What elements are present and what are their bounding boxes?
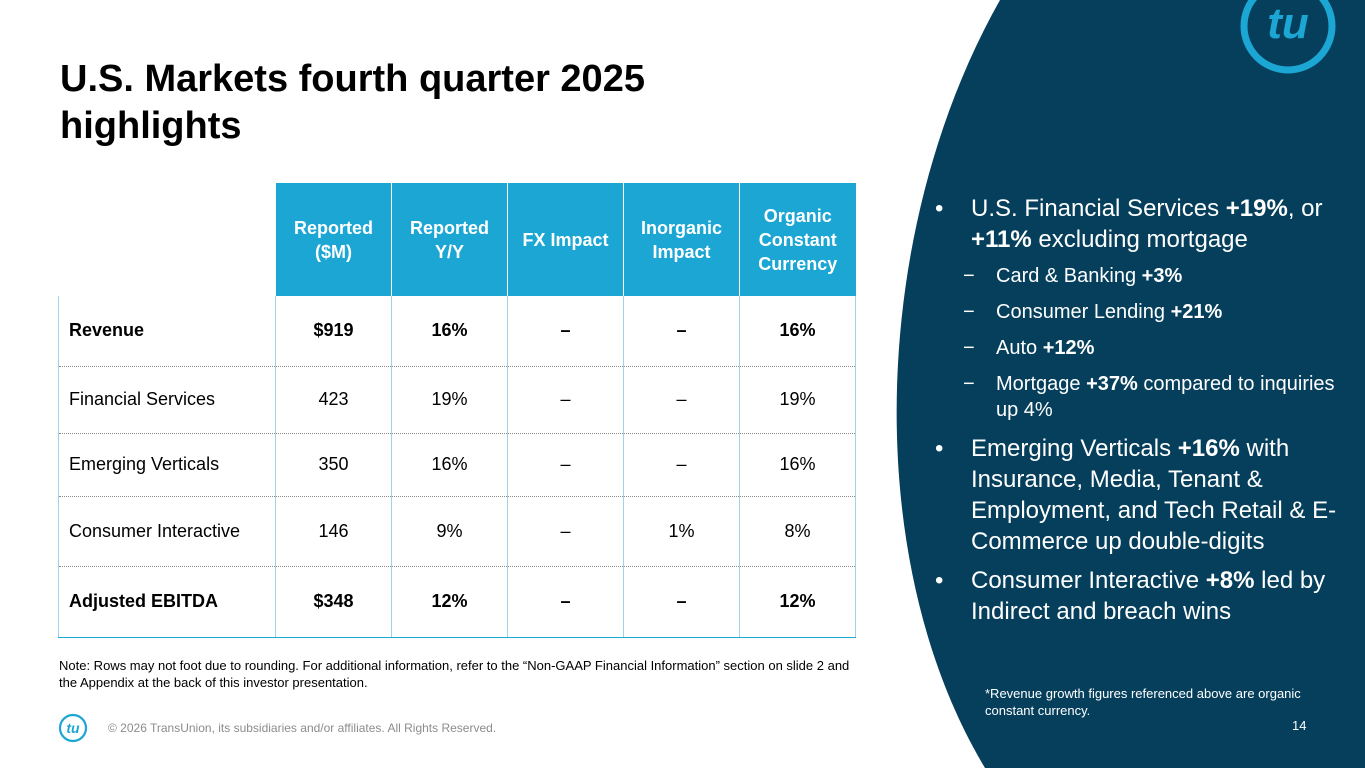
copyright: © 2026 TransUnion, its subsidiaries and/… — [108, 721, 497, 735]
cell-reported: $348 — [275, 566, 392, 638]
cell-reported-yy: 9% — [391, 496, 508, 567]
cell-reported-yy: 16% — [391, 296, 508, 367]
cell-fx-impact: – — [507, 433, 624, 497]
sub-bullet-dash: − — [963, 265, 975, 287]
header-reported-yy: Reported Y/Y — [391, 183, 508, 296]
sub-bullet-text: Consumer Lending — [996, 301, 1171, 323]
bullet-text: led by Indirect and breach wins — [971, 567, 1326, 625]
transunion-small-logo-icon: tu — [58, 713, 88, 743]
table-row-adjusted-ebitda: Adjusted EBITDA $348 12% – – 12% — [58, 566, 856, 638]
cell-organic-cc: 8% — [739, 496, 856, 567]
sub-bullet-dash: − — [963, 301, 975, 323]
table-row-consumer-interactive: Consumer Interactive 146 9% – 1% 8% — [58, 496, 856, 567]
row-label: Adjusted EBITDA — [58, 566, 276, 638]
sub-bullet-value: +21% — [1170, 301, 1223, 323]
bullet-text: excluding mortgage — [1031, 226, 1248, 253]
cell-inorganic-impact: – — [623, 296, 740, 367]
cell-organic-cc: 12% — [739, 566, 856, 638]
sub-bullet-card-banking: − Card & Banking +3% — [935, 263, 1345, 289]
sub-bullet-text: Mortgage — [996, 373, 1087, 395]
row-label: Emerging Verticals — [58, 433, 276, 497]
sub-bullet-value: +37% — [1086, 373, 1138, 395]
revenue-growth-footnote: *Revenue growth figures referenced above… — [985, 686, 1301, 718]
header-reported: Reported ($M) — [275, 183, 392, 296]
bullet-dot: • — [935, 195, 944, 222]
bullet-dot: • — [935, 435, 944, 462]
slide-title: U.S. Markets fourth quarter 2025 highlig… — [60, 58, 645, 147]
cell-reported-yy: 19% — [391, 366, 508, 434]
bullet-text: U.S. Financial Services — [971, 195, 1226, 222]
sub-bullet-value: +3% — [1141, 265, 1183, 287]
cell-reported-yy: 12% — [391, 566, 508, 638]
bullet-text: Consumer Interactive — [971, 567, 1206, 594]
bullet-consumer-interactive: • Consumer Interactive +8% led by Indirec… — [935, 565, 1345, 627]
cell-reported: 423 — [275, 366, 392, 434]
cell-inorganic-impact: – — [623, 566, 740, 638]
cell-fx-impact: – — [507, 296, 624, 367]
cell-reported: 146 — [275, 496, 392, 567]
cell-fx-impact: – — [507, 496, 624, 567]
sub-bullet-text: Auto — [996, 337, 1043, 359]
header-inorganic-impact: Inorganic Impact — [623, 183, 740, 296]
cell-organic-cc: 19% — [739, 366, 856, 434]
bullet-dot: • — [935, 567, 944, 594]
sub-bullet-mortgage: − Mortgage +37% compared to inquiries up … — [935, 371, 1345, 423]
bullet-value: +8% — [1205, 567, 1255, 594]
header-blank-cell — [59, 183, 276, 296]
sub-bullet-auto: − Auto +12% — [935, 335, 1345, 361]
row-label: Consumer Interactive — [58, 496, 276, 567]
bullet-emerging-verticals: • Emerging Verticals +16% with Insurance,… — [935, 433, 1345, 557]
sub-bullet-text: Card & Banking — [996, 265, 1142, 287]
cell-inorganic-impact: 1% — [623, 496, 740, 567]
cell-reported-yy: 16% — [391, 433, 508, 497]
row-label: Revenue — [58, 296, 276, 367]
sub-bullet-dash: − — [963, 373, 975, 395]
bullet-text: Emerging Verticals — [971, 435, 1178, 462]
transunion-logo-icon: tu — [1240, 0, 1336, 74]
cell-reported: $919 — [275, 296, 392, 367]
row-label: Financial Services — [58, 366, 276, 434]
bullet-value: +11% — [971, 226, 1032, 253]
page-number: 14 — [1292, 718, 1307, 733]
cell-inorganic-impact: – — [623, 433, 740, 497]
logo-text: tu — [1267, 0, 1309, 48]
bullet-text: , or — [1287, 195, 1323, 222]
small-logo-text: tu — [66, 720, 80, 736]
bullet-value: +16% — [1177, 435, 1240, 462]
table-row-revenue: Revenue $919 16% – – 16% — [58, 296, 856, 367]
footnote-rounding: Note: Rows may not foot due to rounding.… — [59, 658, 850, 690]
table-row-financial-services: Financial Services 423 19% – – 19% — [58, 366, 856, 434]
highlights-list: • U.S. Financial Services +19%, or +11% e… — [935, 193, 1345, 635]
header-fx-impact: FX Impact — [507, 183, 624, 296]
cell-reported: 350 — [275, 433, 392, 497]
sub-bullet-consumer-lending: − Consumer Lending +21% — [935, 299, 1345, 325]
results-table: Reported ($M) Reported Y/Y FX Impact Ino… — [58, 183, 856, 638]
table-header-row: Reported ($M) Reported Y/Y FX Impact Ino… — [59, 183, 856, 296]
sub-bullet-dash: − — [963, 337, 975, 359]
bullet-text: with Insurance, Media, Tenant & Employme… — [971, 435, 1337, 555]
cell-organic-cc: 16% — [739, 433, 856, 497]
cell-inorganic-impact: – — [623, 366, 740, 434]
sub-bullet-value: +12% — [1042, 337, 1095, 359]
bullet-value: +19% — [1225, 195, 1288, 222]
cell-organic-cc: 16% — [739, 296, 856, 367]
cell-fx-impact: – — [507, 566, 624, 638]
header-organic-cc: Organic Constant Currency — [739, 183, 856, 296]
sub-bullet-text: compared to inquiries up 4% — [996, 373, 1335, 421]
table-row-emerging-verticals: Emerging Verticals 350 16% – – 16% — [58, 433, 856, 497]
cell-fx-impact: – — [507, 366, 624, 434]
bullet-financial-services: • U.S. Financial Services +19%, or +11% e… — [935, 193, 1345, 255]
